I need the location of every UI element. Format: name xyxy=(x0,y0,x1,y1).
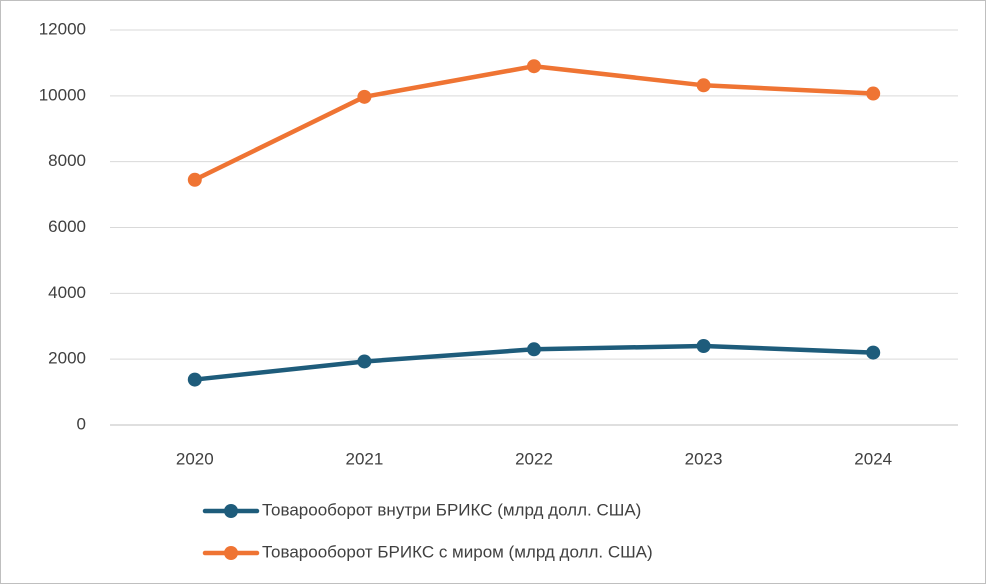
y-tick-label: 6000 xyxy=(48,217,86,236)
legend-marker xyxy=(224,546,238,560)
x-tick-label: 2022 xyxy=(515,449,553,468)
x-tick-label: 2024 xyxy=(854,449,892,468)
data-point xyxy=(696,339,711,353)
x-tick-label: 2021 xyxy=(345,449,383,468)
y-tick-label: 8000 xyxy=(48,151,86,170)
data-point xyxy=(527,59,541,74)
data-point xyxy=(187,172,202,187)
legend-label: Товарооборот БРИКС с миром (млрд долл. С… xyxy=(262,542,653,561)
data-point xyxy=(866,345,881,360)
data-point xyxy=(527,342,541,357)
legend-marker xyxy=(224,504,238,518)
data-point xyxy=(357,89,372,104)
y-tick-label: 4000 xyxy=(48,283,86,302)
data-point xyxy=(187,372,202,387)
y-tick-label: 0 xyxy=(77,414,86,433)
legend-label: Товарооборот внутри БРИКС (млрд долл. СШ… xyxy=(262,500,641,519)
data-point xyxy=(866,86,881,101)
data-point xyxy=(357,354,372,369)
y-tick-label: 12000 xyxy=(39,19,86,38)
y-tick-label: 10000 xyxy=(39,85,86,104)
x-tick-label: 2023 xyxy=(685,449,723,468)
x-tick-label: 2020 xyxy=(176,449,214,468)
data-point xyxy=(696,78,711,93)
y-tick-label: 2000 xyxy=(48,349,86,368)
